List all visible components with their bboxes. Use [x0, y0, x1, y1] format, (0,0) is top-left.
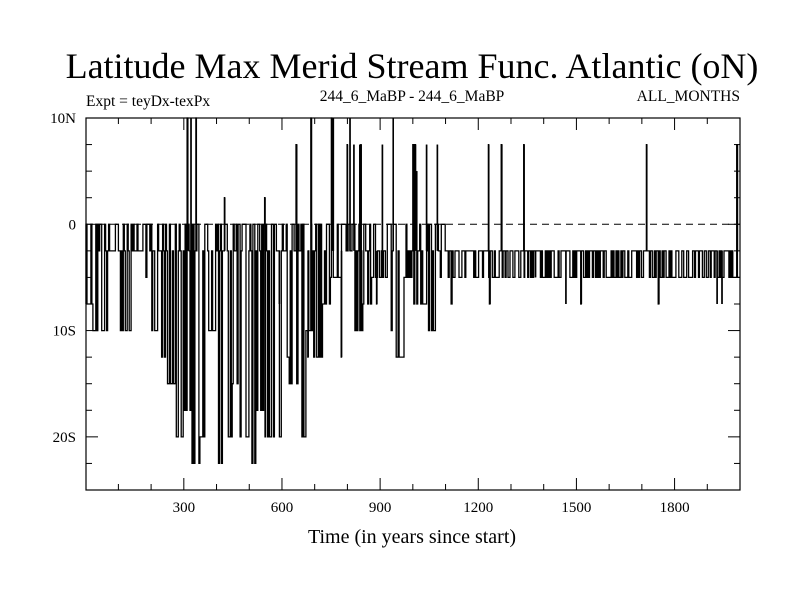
x-tick-label: 900: [369, 500, 392, 516]
axes: 10N 0 10S 20S 300 600 900 1200 1500 1800: [50, 111, 741, 516]
plot-area: [85, 117, 740, 465]
chart-title: Latitude Max Merid Stream Func. Atlantic…: [66, 46, 759, 86]
x-tick-label: 600: [271, 500, 294, 516]
x-tick-label: 1500: [561, 500, 591, 516]
chart-subtitle-left: Expt = teyDx-texPx: [86, 93, 210, 110]
x-axis-label: Time (in years since start): [308, 526, 516, 548]
y-tick-label: 20S: [53, 430, 76, 446]
y-tick-label: 10S: [53, 324, 76, 340]
x-tick-label: 1200: [463, 500, 493, 516]
y-tick-label: 10N: [50, 111, 76, 127]
series-line: [85, 117, 740, 465]
x-tick-label: 300: [173, 500, 196, 516]
x-tick-label: 1800: [660, 500, 690, 516]
chart-subtitle-center: 244_6_MaBP - 244_6_MaBP: [320, 88, 505, 105]
y-tick-label: 0: [69, 217, 77, 233]
chart-subtitle-right: ALL_MONTHS: [637, 88, 740, 105]
